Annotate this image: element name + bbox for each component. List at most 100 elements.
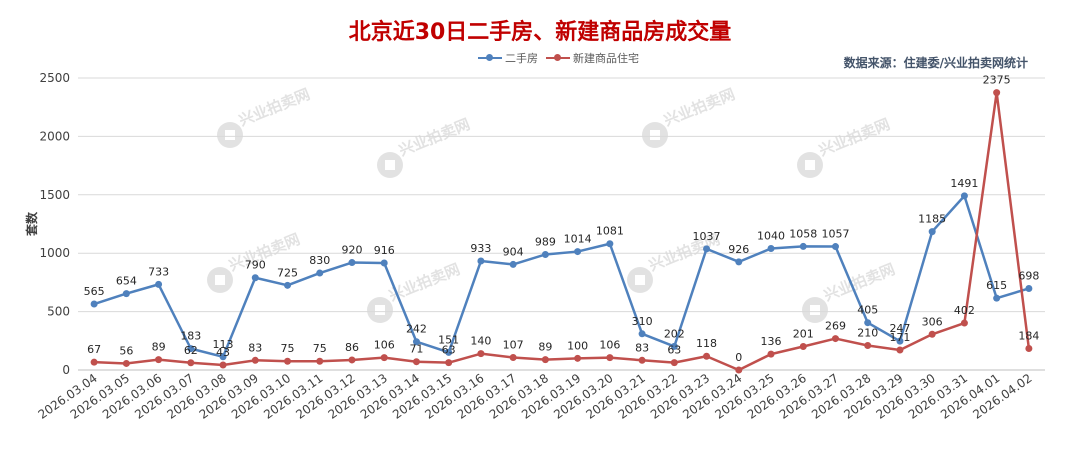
data-label-series-1: 989 xyxy=(535,235,556,248)
x-tick-label: 2026.04.02 xyxy=(970,371,1034,422)
data-label-series-1: 1491 xyxy=(950,177,978,190)
data-point-series-2 xyxy=(606,354,614,362)
watermark-text: 兴业拍卖网 xyxy=(396,115,472,160)
data-label-series-1: 310 xyxy=(632,315,653,328)
watermark-logo-icon xyxy=(642,122,668,148)
data-point-series-1 xyxy=(155,280,163,288)
data-point-series-2 xyxy=(316,357,324,365)
data-label-series-2: 71 xyxy=(409,343,423,356)
y-tick-label: 0 xyxy=(62,363,70,377)
x-tick-label: 2026.03.23 xyxy=(648,371,712,422)
data-label-series-2: 2375 xyxy=(983,74,1011,87)
data-label-series-2: 83 xyxy=(635,341,649,354)
data-label-series-2: 210 xyxy=(857,326,878,339)
watermark-text: 兴业拍卖网 xyxy=(821,260,897,305)
x-tick-label: 2026.03.28 xyxy=(809,371,873,422)
watermark-logo-square xyxy=(375,305,385,315)
data-point-series-1 xyxy=(445,348,453,356)
legend-item-series-1: 二手房 xyxy=(478,50,538,66)
data-label-series-2: 118 xyxy=(696,337,717,350)
legend-marker-series-2 xyxy=(546,53,570,63)
x-tick-label: 2026.03.11 xyxy=(261,371,325,422)
data-source-note: 数据来源：住建委/兴业拍卖网统计 xyxy=(843,56,1028,70)
data-point-series-1 xyxy=(219,353,227,361)
data-point-series-2 xyxy=(348,356,356,364)
watermark-logo-icon xyxy=(207,267,233,293)
data-point-series-2 xyxy=(380,354,388,362)
data-label-series-1: 1081 xyxy=(596,225,624,238)
data-label-series-1: 920 xyxy=(341,244,362,257)
x-tick-label: 2026.03.22 xyxy=(616,371,680,422)
data-label-series-1: 1037 xyxy=(693,230,721,243)
data-label-series-2: 56 xyxy=(119,344,133,357)
data-label-series-2: 75 xyxy=(313,342,327,355)
data-label-series-1: 113 xyxy=(213,338,234,351)
data-label-series-2: 67 xyxy=(87,343,101,356)
data-label-series-2: 75 xyxy=(281,342,295,355)
data-label-series-1: 733 xyxy=(148,265,169,278)
x-tick-label: 2026.03.21 xyxy=(583,371,647,422)
data-point-series-2 xyxy=(767,350,775,358)
x-tick-label: 2026.03.08 xyxy=(164,371,228,422)
data-point-series-2 xyxy=(219,361,227,369)
data-point-series-2 xyxy=(735,366,743,374)
data-point-series-1 xyxy=(638,330,646,338)
chart-title: 北京近30日二手房、新建商品房成交量 xyxy=(348,20,732,45)
data-point-series-2 xyxy=(638,356,646,364)
data-point-series-1 xyxy=(122,290,130,298)
x-tick-label: 2026.03.17 xyxy=(455,371,519,422)
data-label-series-1: 725 xyxy=(277,266,298,279)
data-label-series-2: 100 xyxy=(567,339,588,352)
legend-item-series-2: 新建商品住宅 xyxy=(546,50,639,66)
watermark-logo-square xyxy=(650,130,660,140)
watermark-logo-square xyxy=(215,275,225,285)
x-tick-label: 2026.03.26 xyxy=(745,371,809,422)
data-label-series-2: 63 xyxy=(667,344,681,357)
series-line-1 xyxy=(93,194,1030,359)
data-label-series-2: 306 xyxy=(922,315,943,328)
data-point-series-1 xyxy=(928,228,936,236)
data-label-series-2: 89 xyxy=(538,341,552,354)
data-point-series-2 xyxy=(896,346,904,354)
watermark-text: 兴业拍卖网 xyxy=(226,230,302,275)
data-label-series-2: 107 xyxy=(503,339,524,352)
data-label-series-1: 790 xyxy=(245,259,266,272)
watermark-logo-icon xyxy=(377,152,403,178)
watermark-2: 兴业拍卖网 xyxy=(377,115,473,178)
watermark-logo-icon xyxy=(797,152,823,178)
legend-label-series-1: 二手房 xyxy=(505,52,538,65)
data-point-series-1 xyxy=(670,342,678,350)
data-point-series-1 xyxy=(316,269,324,277)
data-label-series-2: 0 xyxy=(735,351,742,364)
series-line-2 xyxy=(94,91,1031,372)
y-tick-label: 1500 xyxy=(39,188,70,202)
data-label-series-2: 86 xyxy=(345,341,359,354)
data-point-series-2 xyxy=(477,350,485,358)
watermark-logo-square xyxy=(805,160,815,170)
y-axis-title: 套数 xyxy=(24,211,39,237)
x-tick-label: 2026.03.18 xyxy=(487,371,551,422)
data-point-series-2 xyxy=(799,343,807,351)
watermark-logo-square xyxy=(225,130,235,140)
data-point-series-2 xyxy=(1025,345,1033,353)
data-point-series-2 xyxy=(703,352,711,360)
data-point-series-2 xyxy=(509,354,517,362)
x-tick-label: 2026.03.10 xyxy=(229,371,293,422)
data-point-series-2 xyxy=(670,359,678,367)
data-point-series-1 xyxy=(767,245,775,253)
watermark-logo-icon xyxy=(802,297,828,323)
data-point-series-1 xyxy=(509,260,517,268)
data-label-series-1: 654 xyxy=(116,275,137,288)
data-point-series-1 xyxy=(960,192,968,200)
x-tick-label: 2026.03.20 xyxy=(551,371,615,422)
data-label-series-1: 202 xyxy=(664,327,685,340)
data-point-series-1 xyxy=(993,294,1001,302)
data-label-series-1: 926 xyxy=(728,243,749,256)
watermark-logo-icon xyxy=(627,267,653,293)
data-label-series-2: 402 xyxy=(954,304,975,317)
data-point-series-2 xyxy=(412,358,420,366)
x-tick-label: 2026.03.30 xyxy=(874,371,938,422)
data-label-series-1: 916 xyxy=(374,244,395,257)
data-point-series-2 xyxy=(831,335,839,343)
